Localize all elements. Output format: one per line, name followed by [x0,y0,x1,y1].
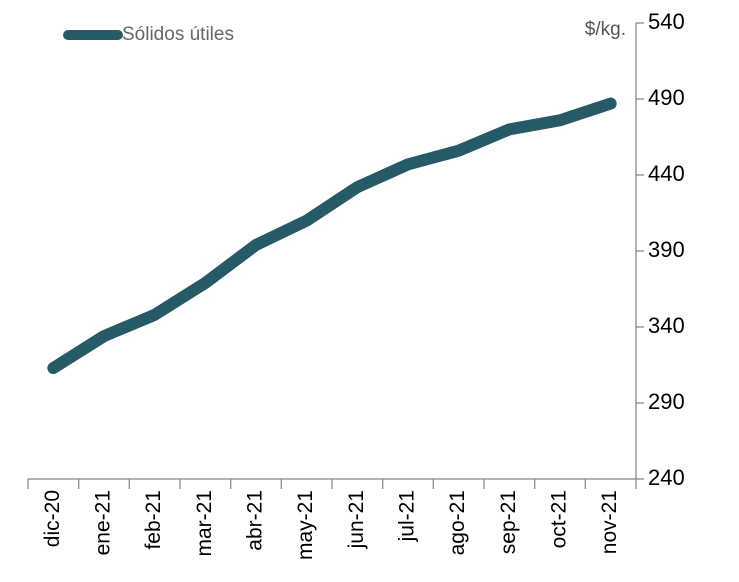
x-tick-label: jun-21 [345,490,368,549]
y-tick-label: 290 [648,389,685,414]
y-tick-label: 540 [648,9,685,34]
y-tick-label: 390 [648,237,685,262]
x-tick-label: dic-20 [41,490,64,547]
legend-label: Sólidos útiles [122,24,234,45]
x-tick-label: nov-21 [598,490,621,554]
y-tick-label: 440 [648,161,685,186]
x-tick-label: sep-21 [497,490,520,554]
data-line [47,97,617,375]
x-tick-label: feb-21 [142,490,165,550]
y-tick-label: 340 [648,313,685,338]
x-tick-label: mar-21 [193,490,216,557]
x-tick-label: jul-21 [396,490,419,542]
y-tick-label: 240 [648,465,685,490]
x-tick-label: abr-21 [244,490,267,551]
x-tick-label: ene-21 [92,490,115,555]
x-tick-label: ago-21 [446,490,469,555]
x-tick-label: oct-21 [548,490,571,548]
x-tick-label: may-21 [294,490,317,560]
y-axis-label: $/kg. [585,19,626,40]
y-tick-label: 490 [648,85,685,110]
